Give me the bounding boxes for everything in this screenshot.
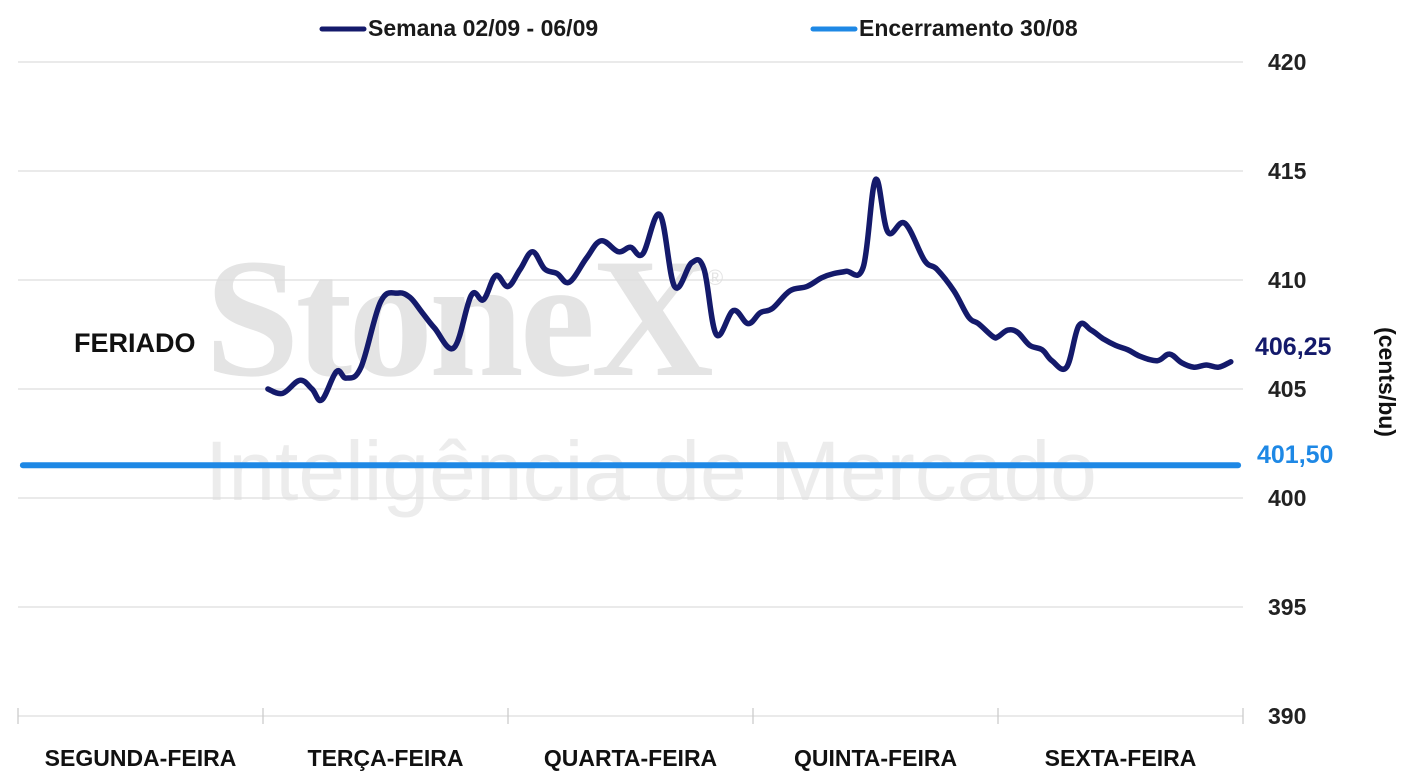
y-tick-415: 415 [1268,158,1307,184]
annotation-feriado: FERIADO [74,328,196,358]
watermark-tagline: Inteligência de Mercado [205,424,1097,518]
legend-label-close: Encerramento 30/08 [859,15,1078,41]
watermark-brand: StoneX [205,224,712,412]
series-layer [19,176,1242,469]
x-tick-label-1: TERÇA-FEIRA [308,745,464,771]
legend-label-week: Semana 02/09 - 06/09 [368,15,598,41]
end-label-close: 401,50 [1257,441,1333,469]
x-axis: SEGUNDA-FEIRA TERÇA-FEIRA QUARTA-FEIRA QUIN… [17,708,1244,771]
x-tick-label-2: QUARTA-FEIRA [544,745,717,771]
x-tick-label-4: SEXTA-FEIRA [1045,745,1197,771]
gridlines [18,61,1243,717]
x-tick-label-0: SEGUNDA-FEIRA [45,745,237,771]
x-tick-label-3: QUINTA-FEIRA [794,745,957,771]
y-tick-390: 390 [1268,703,1306,729]
y-axis: 390 395 400 405 410 415 420 [1268,49,1307,729]
y-tick-405: 405 [1268,376,1307,402]
legend: Semana 02/09 - 06/09 Encerramento 30/08 [319,15,1078,41]
series-line-week [265,176,1234,404]
end-label-week: 406,25 [1255,333,1332,361]
watermark-registered: ® [707,265,723,290]
watermark: StoneX ® Inteligência de Mercado [205,224,1097,518]
y-axis-label: (cents/bu) [1374,327,1400,437]
y-tick-400: 400 [1268,485,1306,511]
y-tick-420: 420 [1268,49,1306,75]
y-tick-410: 410 [1268,267,1306,293]
y-tick-395: 395 [1268,594,1307,620]
